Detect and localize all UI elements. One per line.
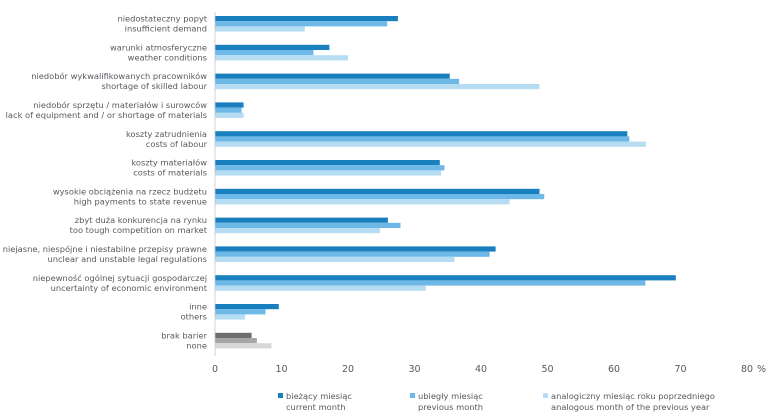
category-label-en: insufficient demand — [125, 24, 207, 34]
legend-label-en: previous month — [418, 402, 483, 412]
bar-series-2 — [215, 194, 545, 200]
bar-series-2 — [215, 136, 630, 142]
category-label-en: costs of labour — [146, 139, 208, 149]
category-label-en: others — [181, 312, 207, 322]
bar-series-2 — [215, 338, 257, 344]
bars — [215, 16, 676, 349]
category-label-en: unclear and unstable legal regulations — [47, 254, 207, 264]
bar-series-1 — [215, 44, 330, 50]
category-label-en: too tough competition on market — [70, 225, 208, 235]
bar-series-3 — [215, 285, 426, 291]
category-label-pl: brak barier — [161, 330, 207, 340]
bar-series-3 — [215, 84, 540, 90]
category-label-en: lack of equipment and / or shortage of m… — [6, 110, 207, 120]
bar-series-1 — [215, 188, 540, 194]
bar-series-1 — [215, 275, 676, 281]
bar-series-2 — [215, 280, 646, 286]
bar-series-2 — [215, 78, 460, 84]
x-tick-label: 20 — [342, 364, 354, 375]
bar-series-3 — [215, 256, 455, 262]
bar-series-2 — [215, 309, 266, 315]
bar-series-1 — [215, 304, 279, 310]
category-label-en: none — [186, 340, 207, 350]
category-label-pl: niedobór sprzętu / materiałów i surowców — [33, 100, 207, 110]
bar-series-2 — [215, 107, 242, 113]
legend-label-pl: ubiegły miesiąc — [418, 391, 483, 401]
x-tick-label: 50 — [541, 364, 553, 375]
bar-series-1 — [215, 73, 450, 79]
category-label-en: shortage of skilled labour — [101, 81, 207, 91]
category-label-pl: warunki atmosferyczne — [110, 42, 207, 52]
x-tick-label: 30 — [408, 364, 420, 375]
legend-label-pl: analogiczny miesiąc roku poprzedniego — [551, 391, 715, 401]
bar-series-1 — [215, 131, 628, 137]
category-label-pl: koszty materiałów — [131, 158, 207, 168]
category-label-pl: niedobór wykwalifikowanych pracowników — [31, 71, 207, 81]
x-tick-label: 10 — [275, 364, 287, 375]
bar-series-3 — [215, 141, 646, 147]
x-tick-label: 0 — [212, 364, 218, 375]
bar-series-1 — [215, 160, 440, 166]
bar-series-3 — [215, 199, 510, 205]
bar-series-1 — [215, 102, 244, 108]
x-tick-label: 60 — [608, 364, 620, 375]
category-label-en: weather conditions — [128, 52, 207, 62]
legend-swatch-1 — [278, 393, 283, 398]
legend-label-pl: bieżący miesiąc — [286, 391, 352, 401]
category-label-pl: koszty zatrudnienia — [126, 129, 207, 139]
bar-series-3 — [215, 112, 244, 118]
bar-series-3 — [215, 170, 442, 176]
bar-series-3 — [215, 343, 272, 349]
legend-label-en: analogous month of the previous year — [551, 402, 710, 412]
category-label-en: costs of materials — [133, 168, 207, 178]
bar-series-2 — [215, 21, 388, 27]
bar-series-3 — [215, 55, 348, 61]
bar-series-2 — [215, 165, 445, 171]
category-label-pl: niejasne, niespójne i niestabilne przepi… — [3, 244, 207, 254]
bar-series-3 — [215, 228, 380, 234]
bar-series-1 — [215, 332, 252, 338]
legend-swatch-2 — [410, 393, 415, 398]
category-label-pl: niedostateczny popyt — [117, 14, 207, 24]
bar-series-2 — [215, 50, 314, 56]
category-label-pl: zbyt duża konkurencja na rynku — [75, 215, 207, 225]
x-axis-unit: % — [757, 364, 766, 375]
bar-series-2 — [215, 222, 401, 228]
bar-series-1 — [215, 16, 398, 22]
category-label-pl: wysokie obciążenia na rzecz budżetu — [53, 186, 207, 196]
category-label-pl: niepewność ogólnej sytuacji gospodarczej — [33, 273, 207, 283]
bar-series-1 — [215, 246, 496, 252]
bar-series-2 — [215, 251, 490, 257]
legend-swatch-3 — [543, 393, 548, 398]
legend-label-en: current month — [286, 402, 346, 412]
x-axis: 0 10 20 30 40 50 60 70 80% — [212, 12, 766, 375]
bar-series-3 — [215, 26, 305, 32]
bar-series-3 — [215, 314, 245, 320]
x-tick-label: 40 — [475, 364, 487, 375]
category-label-en: high payments to state revenue — [74, 196, 207, 206]
x-tick-label: 80 — [741, 364, 753, 375]
category-label-en: uncertainty of economic environment — [51, 283, 208, 293]
bar-series-1 — [215, 217, 388, 223]
category-label-pl: inne — [189, 302, 207, 312]
x-tick-label: 70 — [674, 364, 686, 375]
